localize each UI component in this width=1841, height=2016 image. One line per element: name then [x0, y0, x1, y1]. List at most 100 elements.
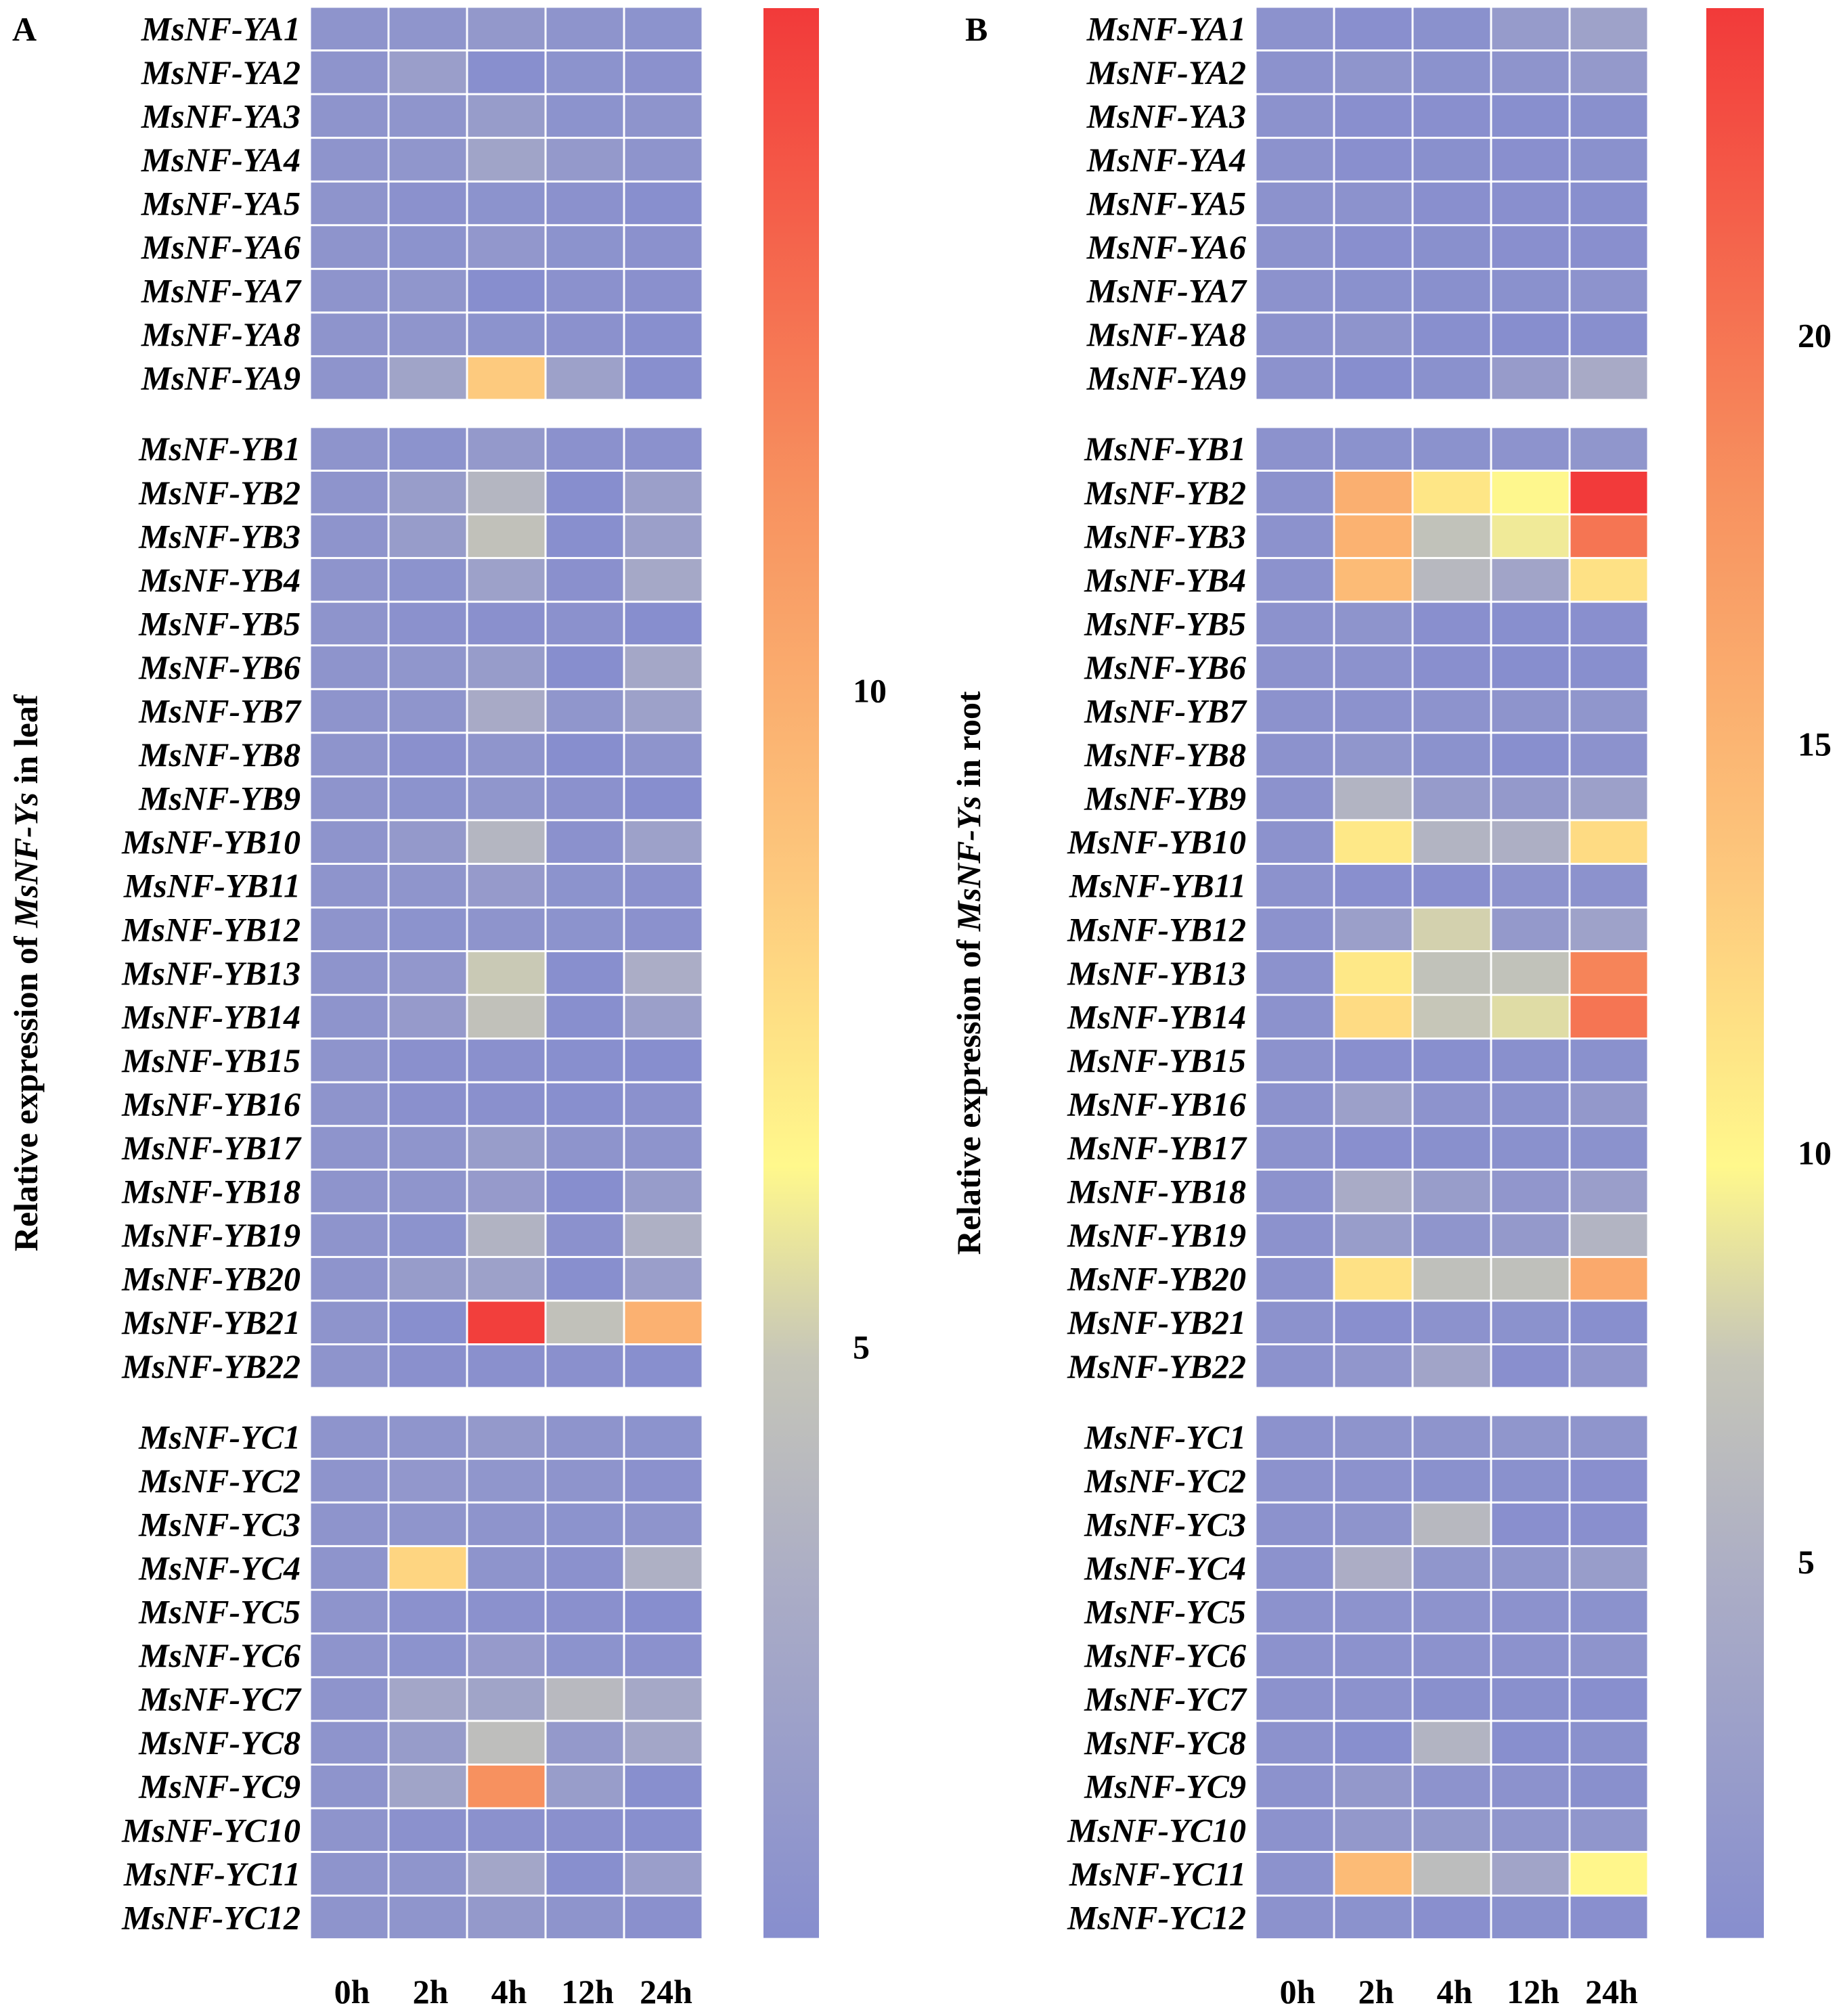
gene-label: MsNF-YB21	[1067, 1303, 1246, 1341]
heatmap-cell: MsNF-YB15 2h: 0.7	[389, 1039, 466, 1081]
heatmap-cell: MsNF-YB22 4h: 0.7	[468, 1345, 545, 1387]
heatmap-cell: MsNF-YB18 4h: 2.5	[1413, 1170, 1490, 1213]
heatmap-cell: MsNF-YB11 12h: 0.9	[546, 864, 623, 907]
heatmap-cell: MsNF-YA8 2h: 1.1	[389, 313, 466, 355]
heatmap-cell: MsNF-YC5 24h: 0.5	[625, 1590, 702, 1633]
heatmap-cell: MsNF-YA2 4h: 0.6	[468, 51, 545, 93]
heatmap-cell: MsNF-YB14 24h: 20	[1570, 995, 1647, 1038]
gene-label: MsNF-YA4	[141, 141, 301, 179]
heatmap-cell: MsNF-YB8 0h: 1	[1256, 734, 1333, 776]
y-axis-title-gene: MsNF-Ys	[950, 796, 988, 932]
gene-label: MsNF-YA8	[141, 315, 301, 353]
heatmap-cell: MsNF-YA9 4h: 8.5	[468, 357, 545, 399]
heatmap-cell: MsNF-YC3 12h: 0.9	[546, 1503, 623, 1546]
heatmap-cell: MsNF-YA7 4h: 0.7	[1413, 269, 1490, 312]
gene-label: MsNF-YB7	[1084, 692, 1247, 730]
heatmap-cell: MsNF-YB6 4h: 1.7	[468, 646, 545, 688]
heatmap-cell: MsNF-YA2 0h: 1	[1256, 51, 1333, 93]
heatmap-cell: MsNF-YB16 4h: 1.1	[1413, 1083, 1490, 1125]
heatmap-cell: MsNF-YC10 0h: 1	[1256, 1809, 1333, 1852]
heatmap-cell: MsNF-YB21 24h: 9.8	[625, 1301, 702, 1343]
heatmap-cell: MsNF-YB16 2h: 3	[1335, 1083, 1412, 1125]
heatmap-cell: MsNF-YA1 4h: 0.8	[1413, 7, 1490, 50]
heatmap-cell: MsNF-YB7 4h: 1.1	[1413, 690, 1490, 732]
heatmap-cell: MsNF-YC9 2h: 2.4	[389, 1765, 466, 1808]
heatmap-cell: MsNF-YB19 0h: 1	[311, 1214, 388, 1256]
heatmap-cell: MsNF-YB1 4h: 1.5	[468, 428, 545, 470]
gene-label: MsNF-YB21	[121, 1303, 301, 1341]
heatmap-cell: MsNF-YB21 4h: 1	[1413, 1301, 1490, 1343]
heatmap-cell: MsNF-YC9 24h: 0.6	[625, 1765, 702, 1808]
gene-label: MsNF-YB2	[1084, 474, 1246, 512]
heatmap-cell: MsNF-YC2 2h: 1	[1335, 1460, 1412, 1502]
heatmap-cell: MsNF-YB3 4h: 4.6	[468, 515, 545, 558]
heatmap-cell: MsNF-YC9 4h: 11.5	[468, 1765, 545, 1808]
heatmap-cell: MsNF-YC2 24h: 0.6	[1570, 1460, 1647, 1502]
heatmap-cell: MsNF-YA6 0h: 1	[311, 226, 388, 268]
x-tick-label: 0h	[334, 1973, 370, 2011]
heatmap-cell: MsNF-YC7 0h: 1	[311, 1678, 388, 1720]
heatmap-cell: MsNF-YC11 24h: 10	[1570, 1853, 1647, 1895]
colorbar-tick-label: 10	[1798, 1134, 1832, 1172]
heatmap-cell: MsNF-YA5 24h: 0.6	[625, 182, 702, 225]
heatmap-cell: MsNF-YB9 24h: 0.5	[625, 777, 702, 820]
gene-label: MsNF-YA1	[141, 9, 301, 47]
heatmap-cell: MsNF-YC3 0h: 1	[311, 1503, 388, 1546]
heatmap-cell: MsNF-YB10 2h: 1.5	[389, 821, 466, 863]
heatmap-cell: MsNF-YC10 2h: 0.8	[389, 1809, 466, 1852]
heatmap-cell: MsNF-YB15 12h: 0.6	[546, 1039, 623, 1081]
heatmap-cell: MsNF-YB1 2h: 0.9	[389, 428, 466, 470]
heatmap-cell: MsNF-YB1 24h: 1.5	[1570, 428, 1647, 470]
heatmap-cell: MsNF-YA6 4h: 1.3	[468, 226, 545, 268]
gene-label: MsNF-YC6	[138, 1636, 301, 1674]
heatmap-cell: MsNF-YB9 24h: 3	[1570, 777, 1647, 820]
heatmap-cell: MsNF-YA3 24h: 0.7	[1570, 95, 1647, 137]
heatmap-cell: MsNF-YB9 4h: 1.2	[468, 777, 545, 820]
gene-label: MsNF-YB15	[121, 1041, 301, 1079]
heatmap-cell: MsNF-YB13 2h: 1.3	[389, 952, 466, 994]
heatmap-cell: MsNF-YC5 2h: 1.1	[1335, 1590, 1412, 1633]
heatmap-cell: MsNF-YB3 12h: 9.2	[1492, 515, 1569, 558]
heatmap-cell: MsNF-YB19 12h: 2	[1492, 1214, 1569, 1256]
heatmap-cell: MsNF-YB8 12h: 0.5	[546, 734, 623, 776]
heatmap-cell: MsNF-YC1 4h: 1.5	[468, 1416, 545, 1458]
heatmap-cell: MsNF-YA7 12h: 0.8	[546, 269, 623, 312]
heatmap-cell: MsNF-YC10 24h: 0.6	[625, 1809, 702, 1852]
gene-label: MsNF-YA4	[1086, 141, 1246, 179]
heatmap-cell: MsNF-YB13 2h: 11	[1335, 952, 1412, 994]
gene-label: MsNF-YC12	[121, 1898, 301, 1936]
heatmap-cell: MsNF-YB4 12h: 0.7	[546, 559, 623, 601]
heatmap-cell: MsNF-YA4 0h: 1	[311, 139, 388, 181]
heatmap-cell: MsNF-YB2 2h: 15.5	[1335, 472, 1412, 514]
heatmap-cell: MsNF-YC8 4h: 4.4	[468, 1722, 545, 1764]
heatmap-cell: MsNF-YB5 24h: 0.5	[625, 602, 702, 645]
heatmap-cell: MsNF-YB3 24h: 2	[625, 515, 702, 558]
heatmap-cell: MsNF-YB21 4h: 15	[468, 1301, 545, 1343]
gene-label: MsNF-YA9	[141, 359, 301, 397]
heatmap-cell: MsNF-YB14 4h: 7.5	[1413, 995, 1490, 1038]
heatmap-cell: MsNF-YA6 12h: 0.9	[546, 226, 623, 268]
heatmap-cell: MsNF-YB21 2h: 0.6	[389, 1301, 466, 1343]
heatmap-cell: MsNF-YB9 12h: 0.8	[546, 777, 623, 820]
gene-label: MsNF-YC2	[138, 1462, 301, 1500]
gene-label: MsNF-YB18	[1067, 1173, 1246, 1211]
y-axis-title-suffix: in leaf	[7, 694, 45, 792]
gene-label: MsNF-YB9	[138, 780, 301, 817]
heatmap-cell: MsNF-YB5 2h: 0.8	[389, 602, 466, 645]
heatmap-cell: MsNF-YB12 2h: 0.9	[389, 908, 466, 951]
heatmap-cell: MsNF-YC6 0h: 1	[311, 1634, 388, 1676]
heatmap-cell: MsNF-YC8 2h: 0.5	[1335, 1722, 1412, 1764]
gene-label: MsNF-YC11	[1069, 1855, 1246, 1893]
heatmap-cell: MsNF-YA3 4h: 0.6	[1413, 95, 1490, 137]
heatmap-cell: MsNF-YA1 24h: 0.9	[625, 7, 702, 50]
gene-label: MsNF-YB15	[1067, 1041, 1246, 1079]
heatmap-cell: MsNF-YC2 0h: 1	[1256, 1460, 1333, 1502]
heatmap-cell: MsNF-YB10 12h: 0.8	[546, 821, 623, 863]
heatmap-cell: MsNF-YB13 4h: 5	[468, 952, 545, 994]
gene-label: MsNF-YB20	[1067, 1260, 1246, 1298]
gene-label: MsNF-YB7	[138, 692, 302, 730]
heatmap-cell: MsNF-YC10 4h: 0.8	[468, 1809, 545, 1852]
heatmap-cell: MsNF-YB17 12h: 1	[546, 1127, 623, 1169]
heatmap-cell: MsNF-YB9 0h: 1	[311, 777, 388, 820]
